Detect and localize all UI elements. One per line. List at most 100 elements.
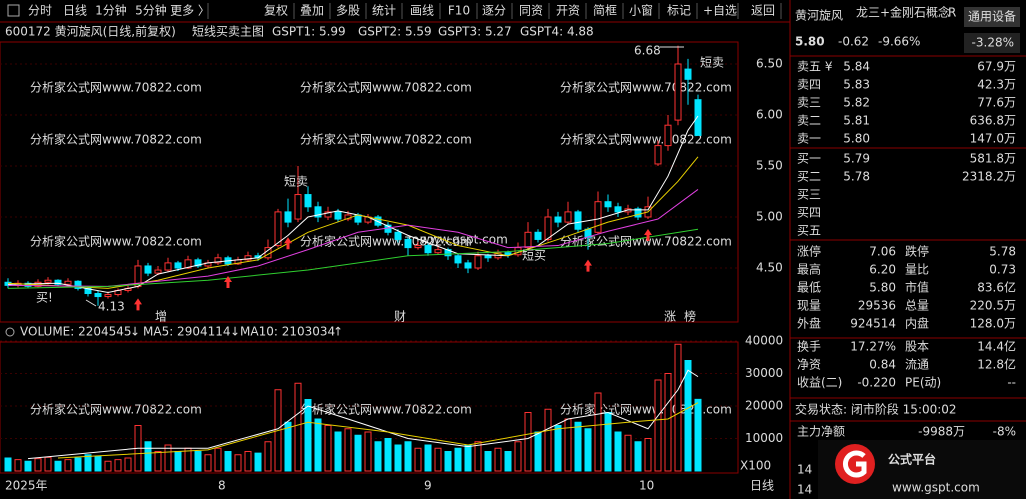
min-pointer: [85, 299, 97, 307]
candle-body: [484, 255, 492, 259]
candle-body: [684, 68, 692, 80]
volume-bar: [114, 459, 122, 472]
candle-body: [174, 262, 182, 269]
ma-line: [7, 228, 699, 289]
stat-value: 83.6亿: [977, 280, 1016, 295]
toolbar-button[interactable]: 更多 〉: [170, 4, 210, 18]
tag: R: [948, 6, 956, 20]
toolbar-button[interactable]: 分时: [28, 4, 52, 18]
toolbar-button[interactable]: 5分钟: [135, 3, 167, 18]
stat-value: --: [1007, 376, 1016, 390]
y-tick-label: 10000: [745, 431, 783, 445]
buy-signal: [644, 229, 652, 242]
book-price: 5.78: [843, 170, 870, 184]
candle-body: [404, 238, 412, 249]
volume-bar: [104, 460, 112, 472]
stat-label: 股本: [905, 340, 929, 354]
candle-body: [554, 216, 562, 223]
volume-bar: [244, 451, 252, 472]
stat-value: 0.84: [869, 358, 896, 372]
stat-label: 内盘: [905, 316, 929, 331]
stat-label: 流通: [905, 358, 929, 372]
event-marker: 财: [394, 310, 406, 324]
stat-label: 换手: [797, 340, 821, 354]
toolbar-button[interactable]: 复权: [264, 4, 288, 18]
book-volume: 2318.2万: [962, 170, 1016, 184]
volume-unit: X100: [740, 459, 771, 473]
watermark: 分析家公式网www.70822.com: [30, 234, 202, 249]
volume-bar: [174, 451, 182, 472]
candle-body: [564, 211, 572, 223]
watermark: 分析家公式网www.70822.com: [300, 402, 472, 417]
stat-value: 29536: [858, 299, 896, 313]
toolbar-button[interactable]: 1分钟: [95, 3, 127, 18]
toolbar-button[interactable]: 简框: [593, 4, 617, 18]
volume-arrow: ↑: [333, 325, 343, 339]
candle-body: [544, 216, 552, 240]
toolbar-button[interactable]: 统计: [372, 4, 396, 18]
candle-body: [674, 63, 682, 121]
volume-bar: [184, 447, 192, 472]
toolbar-button[interactable]: F10: [448, 4, 470, 18]
volume-bar: [94, 455, 102, 472]
book-volume: 42.3万: [977, 78, 1016, 92]
price: 5.80: [795, 35, 825, 49]
y-tick-label: 40000: [745, 334, 783, 348]
toolbar-button[interactable]: 画线: [410, 4, 434, 18]
logo-icon: [835, 444, 875, 484]
stat-value: 7.06: [869, 245, 896, 259]
volume-arrow: ↓: [130, 325, 140, 339]
candle-body: [574, 211, 582, 230]
volume-bar: [654, 379, 662, 472]
toolbar-button[interactable]: 返回: [751, 4, 775, 18]
buy-signal: [134, 298, 142, 311]
toolbar-button[interactable]: +自选: [703, 4, 737, 18]
candle-body: [274, 211, 282, 247]
volume-ma-line: [57, 402, 699, 459]
indicator-name: 短线买卖主图: [192, 25, 264, 39]
flow-label: 主力净额: [797, 425, 845, 439]
candle-body: [284, 211, 292, 223]
candle-body: [304, 194, 312, 208]
toolbar-button[interactable]: 小窗: [629, 4, 653, 18]
candle-body: [534, 231, 542, 240]
volume-bar: [344, 428, 352, 472]
volume-bar: [144, 441, 152, 472]
candle-body: [184, 259, 192, 269]
book-label: 买五: [797, 224, 821, 238]
logo-url: www.gspt.com: [892, 481, 980, 495]
price-panel: [0, 41, 739, 323]
toolbar-button[interactable]: 叠加: [300, 4, 324, 18]
book-price: 5.82: [843, 96, 870, 110]
toolbar-button[interactable]: 日线: [63, 4, 87, 18]
candle-body: [294, 194, 302, 220]
toolbar-button[interactable]: 开资: [556, 4, 580, 18]
toolbar-button[interactable]: 同资: [519, 4, 543, 18]
book-volume: 581.8万: [970, 152, 1016, 166]
stat-value: -0.220: [857, 376, 896, 390]
toolbar-button[interactable]: 逐分: [482, 4, 506, 18]
toolbar-button[interactable]: 多股: [336, 4, 360, 18]
book-price: 5.81: [843, 114, 870, 128]
volume-bar: [484, 451, 492, 472]
stat-label: 市值: [905, 280, 929, 295]
candle-body: [524, 231, 532, 249]
book-price: 5.84: [843, 60, 870, 74]
flow-value: -9988万: [918, 425, 965, 439]
volume-bar: [254, 452, 262, 472]
candle-body: [464, 262, 472, 269]
volume-bar: [374, 441, 382, 472]
ma-line: [7, 189, 699, 287]
volume-header: VOLUME: 2204545: [20, 325, 132, 339]
volume-header: MA5: 2904114: [143, 325, 231, 339]
volume-bar: [124, 457, 132, 472]
volume-bar: [424, 444, 432, 472]
volume-bar: [294, 382, 302, 472]
y-tick-label: 5.50: [756, 159, 783, 173]
partial-row: 14: [797, 483, 812, 497]
book-price: 5.80: [843, 132, 870, 146]
logo-glyph: [843, 450, 867, 478]
book-volume: 67.9万: [977, 60, 1016, 74]
toolbar-button[interactable]: 标记: [667, 4, 691, 18]
annotation: 短买: [522, 249, 546, 263]
